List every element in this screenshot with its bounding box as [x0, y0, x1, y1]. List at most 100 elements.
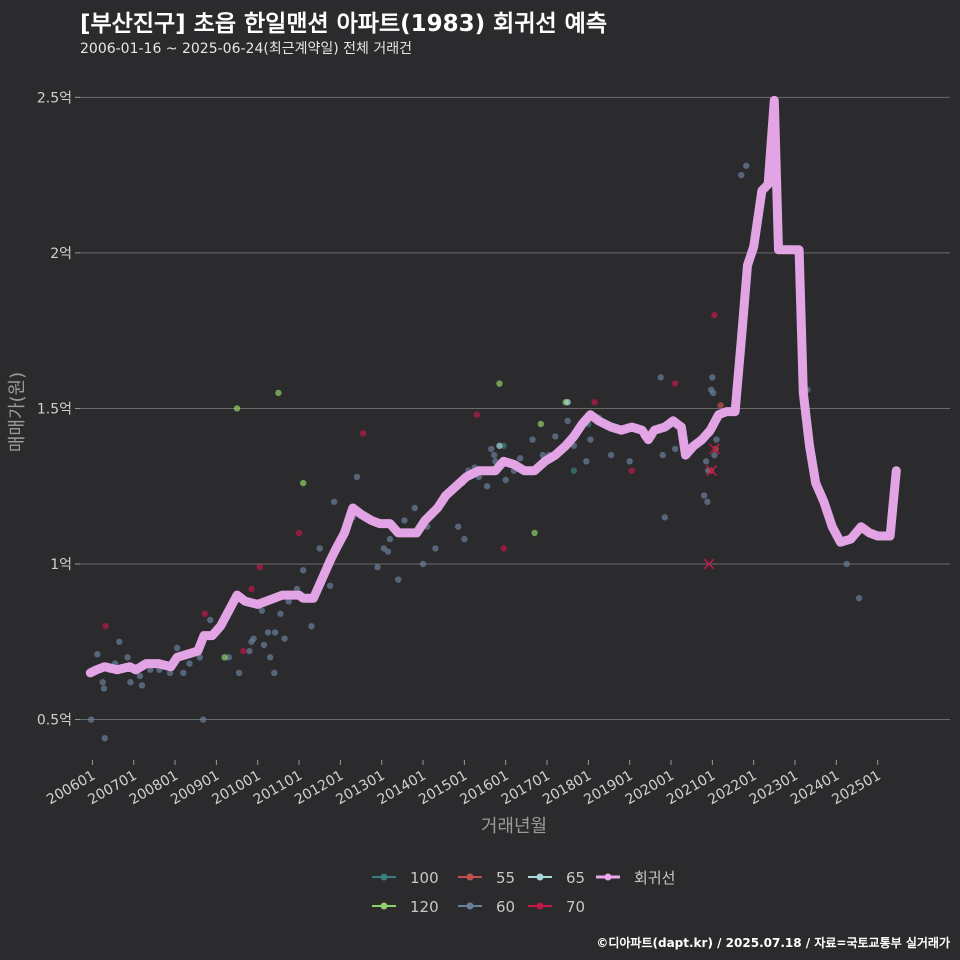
- data-point-60: [711, 451, 718, 459]
- data-point-60: [516, 455, 524, 462]
- data-point-120: [233, 405, 241, 412]
- data-point-60: [738, 171, 745, 179]
- data-point-60: [700, 492, 708, 499]
- cancelled-x-marker: [705, 465, 718, 477]
- data-point-60: [264, 629, 272, 636]
- data-point-60: [386, 535, 394, 543]
- data-point-60: [250, 635, 257, 642]
- gridlines: [80, 96, 950, 721]
- data-point-60: [461, 535, 468, 543]
- data-point-60: [186, 660, 193, 667]
- data-point-70: [248, 585, 255, 593]
- data-point-60: [384, 548, 392, 555]
- data-point-70: [201, 610, 209, 617]
- data-point-60: [196, 654, 204, 661]
- y-axis-title: 매매가(원): [7, 372, 28, 452]
- data-point-60: [266, 654, 274, 661]
- data-point-60: [199, 716, 207, 723]
- cancelled-x-marker: [708, 443, 720, 455]
- y-tick-label: 2.5억: [37, 90, 72, 106]
- data-point-60: [99, 679, 106, 686]
- data-point-70: [256, 563, 263, 571]
- data-point-60: [483, 483, 491, 490]
- data-point-70: [102, 623, 109, 630]
- data-point-60: [709, 389, 717, 397]
- regression-line: [85, 95, 901, 678]
- data-point-60: [583, 458, 590, 465]
- legend-label: 100: [410, 869, 439, 887]
- data-point-60: [308, 623, 315, 630]
- data-point-60: [661, 514, 669, 521]
- data-point-60: [136, 672, 144, 680]
- legend-key-dot: [466, 902, 474, 910]
- cancelled-markers: [703, 443, 720, 570]
- legend-key-dot: [604, 873, 612, 881]
- data-point-60: [173, 644, 181, 652]
- data-point-60: [147, 666, 154, 673]
- data-point-120: [531, 529, 538, 537]
- y-axis-ticks: 0.5억 1억 1.5억 2억 2.5억: [37, 90, 80, 729]
- data-point-60: [713, 436, 720, 443]
- data-point-60: [432, 545, 439, 552]
- data-point-65: [496, 442, 503, 449]
- legend-key-dot: [536, 873, 544, 881]
- x-axis-ticks: 2006012007012008012009012010012011012012…: [44, 760, 884, 808]
- data-point-60: [271, 669, 278, 677]
- data-point-60: [180, 669, 187, 677]
- data-point-70: [591, 399, 598, 406]
- data-point-60: [271, 629, 279, 636]
- chart-title: [부산진구] 초읍 한일맨션 아파트(1983) 회귀선 예측: [80, 11, 607, 37]
- data-point-60: [138, 682, 146, 689]
- scatter-points: [87, 162, 863, 742]
- data-point-60: [353, 473, 361, 481]
- data-point-60: [411, 504, 418, 512]
- y-tick-label: 2억: [50, 246, 72, 262]
- data-point-70: [295, 529, 303, 537]
- legend: 100 55 65 회귀선 120 60 70: [372, 869, 675, 916]
- data-point-60: [702, 458, 710, 465]
- data-point-60: [709, 374, 716, 381]
- data-point-60: [454, 523, 462, 530]
- data-point-70: [628, 467, 635, 474]
- legend-label: 60: [496, 898, 515, 916]
- y-tick-label: 1.5억: [37, 401, 72, 417]
- data-point-60: [116, 638, 123, 645]
- data-point-60: [529, 436, 536, 443]
- data-point-120: [496, 380, 503, 387]
- data-point-60: [395, 576, 402, 583]
- data-point-60: [401, 517, 408, 524]
- data-point-70: [359, 430, 367, 437]
- data-point-120: [299, 479, 307, 487]
- legend-label: 120: [410, 898, 439, 916]
- data-point-120: [221, 654, 228, 661]
- data-point-60: [260, 641, 268, 649]
- legend-item-100: 100: [372, 869, 439, 887]
- data-point-65: [564, 399, 571, 406]
- data-point-60: [659, 451, 666, 459]
- data-point-60: [235, 669, 243, 677]
- data-point-60: [246, 647, 253, 655]
- legend-key-dot: [380, 873, 388, 881]
- legend-item-65: 65: [528, 869, 585, 887]
- data-point-60: [166, 669, 174, 677]
- data-point-60: [502, 476, 509, 484]
- legend-item-60: 60: [458, 898, 515, 916]
- data-point-60: [843, 560, 850, 568]
- legend-item-120: 120: [372, 898, 439, 916]
- data-point-60: [671, 445, 679, 453]
- data-point-60: [206, 616, 214, 624]
- data-point-60: [704, 498, 711, 505]
- data-point-60: [316, 545, 323, 552]
- data-point-120: [275, 389, 282, 397]
- data-point-60: [258, 607, 266, 614]
- legend-item-55: 55: [458, 869, 515, 887]
- legend-label: 65: [566, 869, 585, 887]
- data-point-60: [293, 585, 301, 593]
- x-axis-title: 거래년월: [481, 816, 547, 837]
- data-point-60: [855, 595, 863, 602]
- data-point-60: [299, 567, 307, 574]
- legend-item-70: 70: [528, 898, 585, 916]
- data-point-60: [490, 451, 498, 459]
- legend-label: 55: [496, 869, 515, 887]
